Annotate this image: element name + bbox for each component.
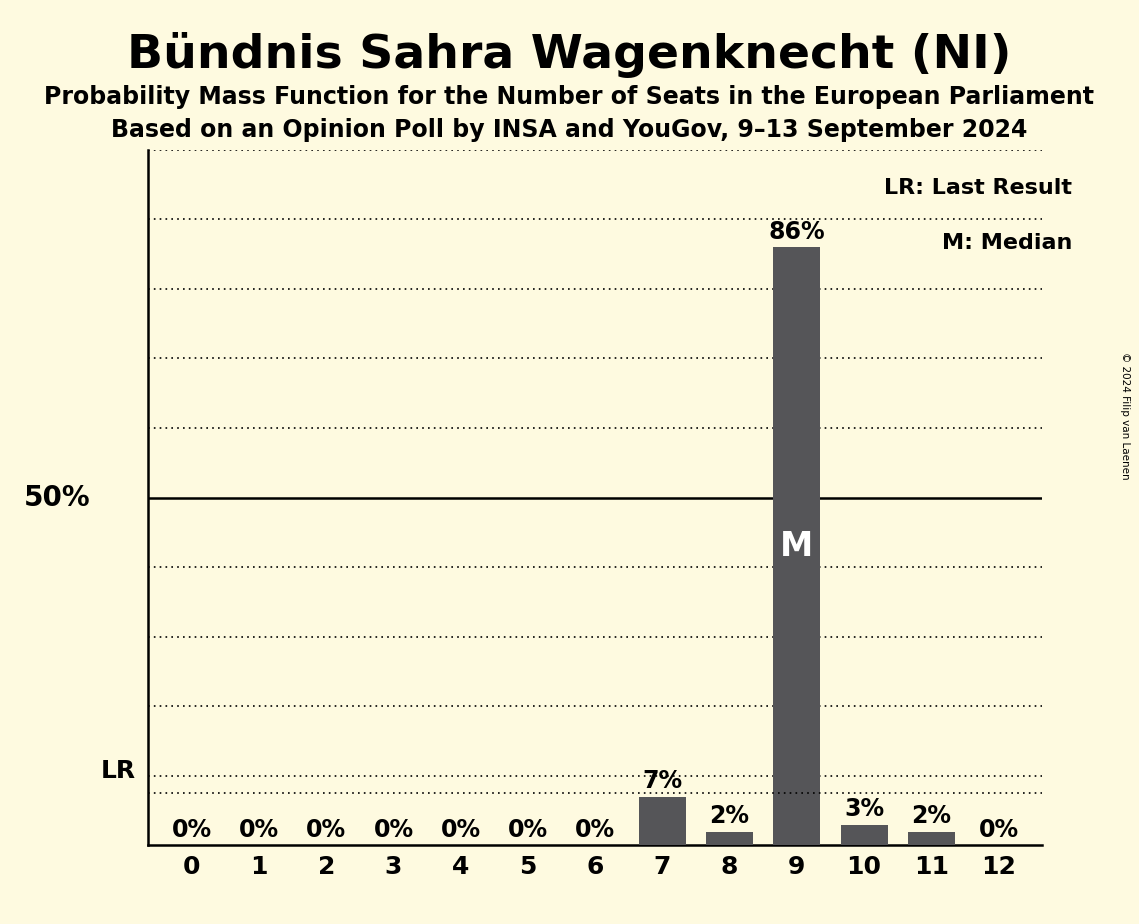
Text: Based on an Opinion Poll by INSA and YouGov, 9–13 September 2024: Based on an Opinion Poll by INSA and You… — [112, 118, 1027, 142]
Text: 0%: 0% — [374, 818, 413, 842]
Bar — [773, 247, 820, 845]
Text: 50%: 50% — [24, 483, 91, 512]
Bar — [841, 824, 887, 845]
Text: 7%: 7% — [642, 770, 682, 794]
Text: 0%: 0% — [978, 818, 1018, 842]
Text: 0%: 0% — [172, 818, 212, 842]
Text: LR: LR — [101, 759, 137, 783]
Text: Bündnis Sahra Wagenknecht (NI): Bündnis Sahra Wagenknecht (NI) — [128, 32, 1011, 79]
Text: LR: Last Result: LR: Last Result — [885, 177, 1073, 198]
Text: © 2024 Filip van Laenen: © 2024 Filip van Laenen — [1121, 352, 1130, 480]
Text: 2%: 2% — [911, 804, 951, 828]
Text: 2%: 2% — [710, 804, 749, 828]
Text: Probability Mass Function for the Number of Seats in the European Parliament: Probability Mass Function for the Number… — [44, 85, 1095, 109]
Bar — [908, 832, 954, 845]
Text: 0%: 0% — [306, 818, 346, 842]
Text: 0%: 0% — [575, 818, 615, 842]
Text: 0%: 0% — [239, 818, 279, 842]
Text: 86%: 86% — [769, 220, 825, 244]
Text: 0%: 0% — [508, 818, 548, 842]
Text: M: Median: M: Median — [942, 233, 1073, 253]
Bar — [639, 796, 686, 845]
Text: M: M — [780, 529, 813, 563]
Text: 0%: 0% — [441, 818, 481, 842]
Bar — [706, 832, 753, 845]
Text: 3%: 3% — [844, 797, 884, 821]
